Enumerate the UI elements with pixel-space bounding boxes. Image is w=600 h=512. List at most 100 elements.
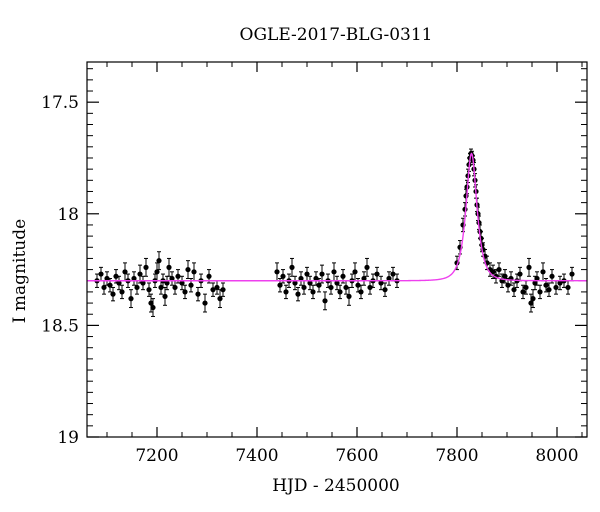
data-point [137,271,143,277]
y-axis-label: I magnitude [10,219,30,323]
data-point [328,284,334,291]
data-points [94,148,575,317]
data-point [517,271,523,277]
x-tick-label: 8000 [535,446,578,466]
data-point [505,282,511,288]
data-point [274,269,280,275]
data-point [195,291,201,297]
data-point [549,273,555,279]
data-point [337,289,343,295]
data-point [169,275,175,282]
data-point [150,304,156,311]
data-point [131,275,137,282]
data-point [540,269,546,275]
data-point [355,282,361,288]
data-point [217,296,223,302]
data-point [322,298,328,304]
data-point [175,273,181,279]
data-point [557,280,563,286]
tick-labels: 7200 7400 7600 7800 8000 17.5 18 18.5 19 [41,93,578,466]
data-point [502,273,508,279]
data-point [298,275,304,282]
data-point [313,275,319,282]
data-point [319,271,325,277]
data-point [119,289,125,295]
data-point [358,289,364,295]
data-point [182,289,188,295]
data-point [162,293,168,299]
data-point [220,287,226,293]
data-point [188,282,194,288]
data-point [210,287,216,293]
data-point [304,271,310,277]
data-point [98,271,104,277]
data-point [310,289,316,295]
data-point [185,266,191,273]
data-point [386,275,392,282]
chart-title: OGLE-2017-BLG-0311 [240,25,433,45]
data-point [569,271,575,277]
data-point [364,264,370,270]
data-point [565,284,571,291]
data-point [390,271,396,277]
data-point [128,296,134,302]
data-point [374,271,380,277]
data-point [172,284,178,291]
x-tick-label: 7400 [235,446,278,466]
y-tick-label: 18.5 [41,316,79,336]
data-point [530,296,536,302]
data-point [553,284,559,291]
data-point [116,280,122,286]
x-tick-label: 7200 [135,446,178,466]
data-point [528,300,534,306]
data-point [543,282,549,288]
data-point [154,269,160,275]
data-point [340,273,346,279]
data-point [206,273,212,279]
x-axis-label: HJD - 2450000 [272,476,400,496]
data-point [520,289,526,295]
data-point [283,289,289,295]
data-point [343,284,349,291]
data-point [490,269,496,275]
data-point [534,275,540,282]
y-tick-label: 19 [57,428,79,448]
data-point [202,300,208,306]
data-point [164,280,170,286]
data-point [532,280,538,286]
data-point [277,282,283,288]
minor-ticks [87,62,587,437]
data-point [179,280,185,286]
data-point [301,284,307,291]
data-point [214,284,220,291]
plot-frame [86,61,588,438]
data-point [378,280,384,286]
data-point [537,289,543,295]
data-point [382,287,388,293]
data-point [122,269,128,275]
data-point [191,269,197,275]
data-point [511,287,517,293]
data-point [496,266,502,273]
data-point [316,282,322,288]
data-point [289,264,295,270]
data-point [361,275,367,282]
data-point [546,287,552,293]
data-point [104,275,110,282]
data-point [292,280,298,286]
data-point [156,258,162,264]
data-point [110,291,116,297]
data-point [352,269,358,275]
data-point [101,284,107,291]
data-point [295,291,301,297]
data-point [113,273,119,279]
data-point [148,300,154,306]
data-point [526,264,532,270]
data-point [346,293,352,299]
data-point [523,284,529,291]
data-point [307,280,313,286]
data-point [334,280,340,286]
model-curve [87,152,587,282]
major-ticks [87,62,587,438]
